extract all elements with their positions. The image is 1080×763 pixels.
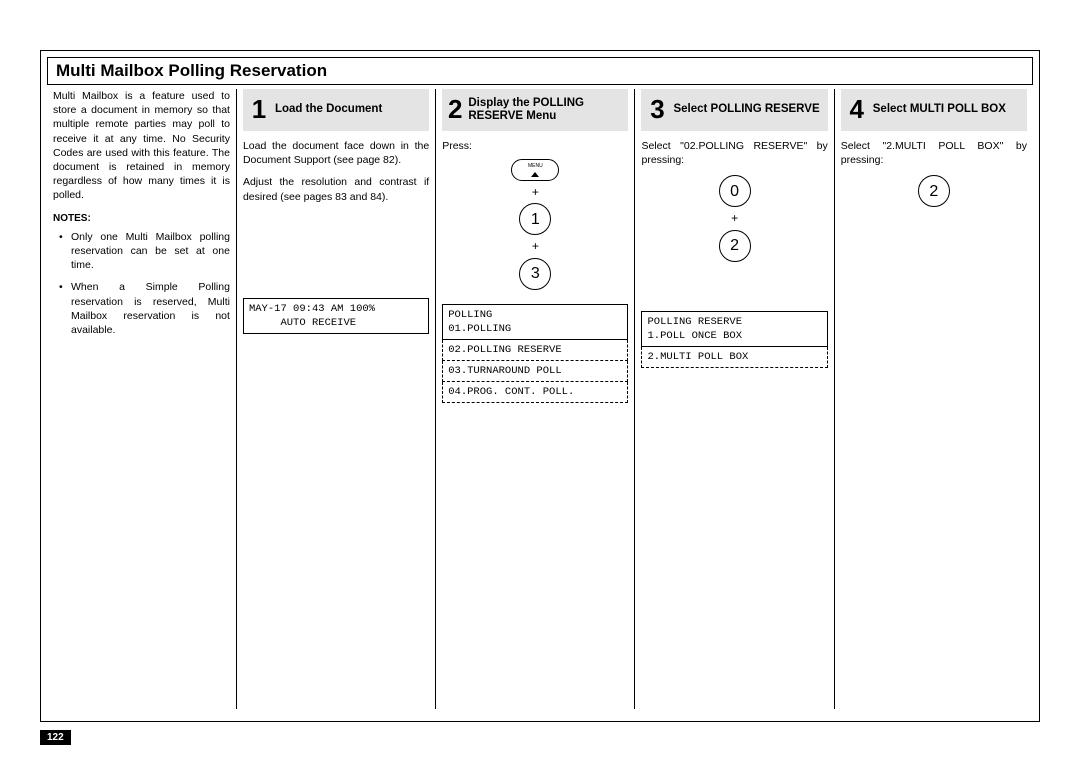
intro-text: Multi Mailbox is a feature used to store…: [53, 89, 230, 202]
step-title: Select MULTI POLL BOX: [869, 103, 1006, 116]
step-header: 2 Display the POLLING RESERVE Menu: [442, 89, 628, 131]
step-header: 3 Select POLLING RESERVE: [641, 89, 827, 131]
step-body: Press:: [442, 139, 628, 153]
step-2-column: 2 Display the POLLING RESERVE Menu Press…: [436, 89, 635, 709]
key-button[interactable]: 1: [519, 203, 551, 235]
step-4-column: 4 Select MULTI POLL BOX Select "2.MULTI …: [835, 89, 1033, 709]
key-button[interactable]: 3: [519, 258, 551, 290]
plus-icon: +: [442, 184, 628, 200]
step-3-column: 3 Select POLLING RESERVE Select "02.POLL…: [635, 89, 834, 709]
notes-list: Only one Multi Mailbox polling reservati…: [53, 230, 230, 337]
menu-button[interactable]: MENU: [511, 159, 559, 181]
step-title: Load the Document: [271, 103, 382, 116]
step-number: 4: [845, 92, 869, 127]
step-header: 1 Load the Document: [243, 89, 429, 131]
step-title: Select POLLING RESERVE: [669, 103, 819, 116]
page-title: Multi Mailbox Polling Reservation: [47, 57, 1033, 85]
page-number: 122: [40, 730, 71, 745]
lcd-dashed: 2.MULTI POLL BOX: [641, 347, 827, 368]
key-button[interactable]: 2: [719, 230, 751, 262]
step-body: Select "02.POLLING RESERVE" by pressing:: [641, 139, 827, 167]
plus-icon: +: [442, 238, 628, 254]
note-item: When a Simple Polling reservation is res…: [71, 280, 230, 337]
lcd-display: POLLING RESERVE 1.POLL ONCE BOX: [641, 311, 827, 347]
step-number: 1: [247, 92, 271, 127]
lcd-dashed: 04.PROG. CONT. POLL.: [442, 382, 628, 403]
step-body: Adjust the resolution and contrast if de…: [243, 175, 429, 203]
notes-heading: NOTES:: [53, 212, 230, 226]
step-title: Display the POLLING RESERVE Menu: [464, 97, 624, 123]
step-number: 3: [645, 92, 669, 127]
plus-icon: +: [641, 210, 827, 226]
step-body: Select "2.MULTI POLL BOX" by pressing:: [841, 139, 1027, 167]
up-arrow-icon: [531, 172, 539, 177]
step-number: 2: [446, 92, 464, 127]
lcd-dashed: 02.POLLING RESERVE: [442, 340, 628, 361]
page: Multi Mailbox Polling Reservation Multi …: [0, 0, 1080, 763]
lcd-dashed: 03.TURNAROUND POLL: [442, 361, 628, 382]
columns: Multi Mailbox is a feature used to store…: [41, 89, 1039, 709]
key-button[interactable]: 0: [719, 175, 751, 207]
lcd-display: MAY-17 09:43 AM 100% AUTO RECEIVE: [243, 298, 429, 334]
intro-column: Multi Mailbox is a feature used to store…: [47, 89, 237, 709]
note-item: Only one Multi Mailbox polling reservati…: [71, 230, 230, 273]
step-header: 4 Select MULTI POLL BOX: [841, 89, 1027, 131]
step-body: Load the document face down in the Docum…: [243, 139, 429, 167]
content-frame: Multi Mailbox Polling Reservation Multi …: [40, 50, 1040, 722]
lcd-display: POLLING 01.POLLING: [442, 304, 628, 340]
menu-label: MENU: [528, 163, 543, 170]
key-button[interactable]: 2: [918, 175, 950, 207]
step-1-column: 1 Load the Document Load the document fa…: [237, 89, 436, 709]
